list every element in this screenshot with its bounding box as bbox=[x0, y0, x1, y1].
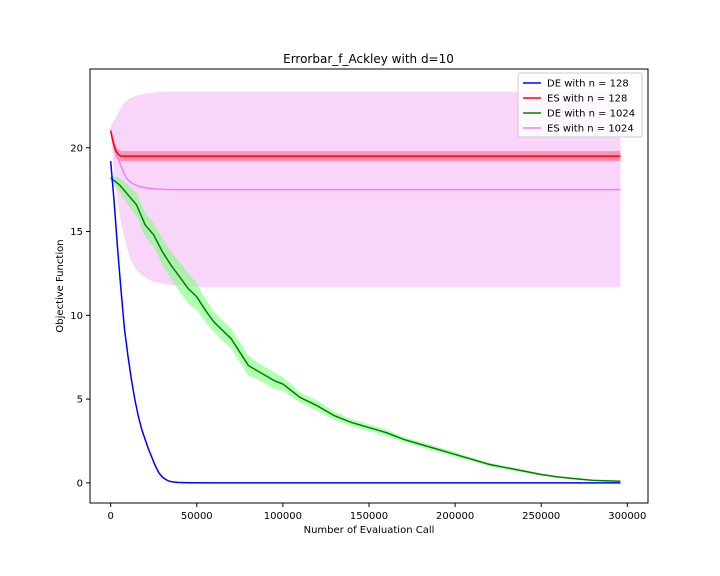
line-de-with-n-128 bbox=[109, 161, 621, 484]
band-de-with-n-1024 bbox=[110, 174, 621, 482]
x-tick-label: 300000 bbox=[608, 511, 646, 522]
x-tick-label: 150000 bbox=[350, 511, 388, 522]
legend-label-de-with-n-1024: DE with n = 1024 bbox=[547, 109, 635, 120]
band-es-with-n-128 bbox=[110, 127, 621, 162]
x-tick-label: 200000 bbox=[436, 511, 474, 522]
x-tick-label: 100000 bbox=[264, 511, 302, 522]
x-tick-label: 50000 bbox=[181, 511, 213, 522]
x-tick-label: 0 bbox=[107, 511, 113, 522]
y-axis-ticks: 0 5 10 15 20 bbox=[70, 143, 90, 489]
line-es-with-n-128 bbox=[109, 130, 621, 157]
y-tick-label: 0 bbox=[77, 478, 83, 489]
x-axis-label: Number of Evaluation Call bbox=[304, 525, 435, 536]
legend-label-es-with-n-1024: ES with n = 1024 bbox=[547, 124, 634, 135]
legend-label-es-with-n-128: ES with n = 128 bbox=[547, 94, 627, 105]
legend-box bbox=[517, 72, 643, 138]
y-tick-label: 5 bbox=[77, 395, 83, 406]
line-de-with-n-1024 bbox=[110, 177, 621, 482]
series-lines bbox=[109, 129, 621, 484]
y-tick-label: 20 bbox=[70, 143, 83, 154]
legend-label-de-with-n-128: DE with n = 128 bbox=[547, 79, 629, 90]
chart-title: Errorbar_f_Ackley with d=10 bbox=[283, 52, 454, 66]
y-tick-label: 10 bbox=[70, 311, 83, 322]
x-tick-label: 250000 bbox=[522, 511, 560, 522]
y-tick-label: 15 bbox=[70, 227, 83, 238]
x-axis-ticks: 0 50000 100000 150000 200000 250000 300000 bbox=[107, 503, 646, 522]
y-axis-label: Objective Function bbox=[55, 239, 66, 332]
legend: DE with n = 128 ES with n = 128 DE with n … bbox=[517, 72, 643, 138]
line-es-with-n-1024 bbox=[109, 129, 621, 191]
